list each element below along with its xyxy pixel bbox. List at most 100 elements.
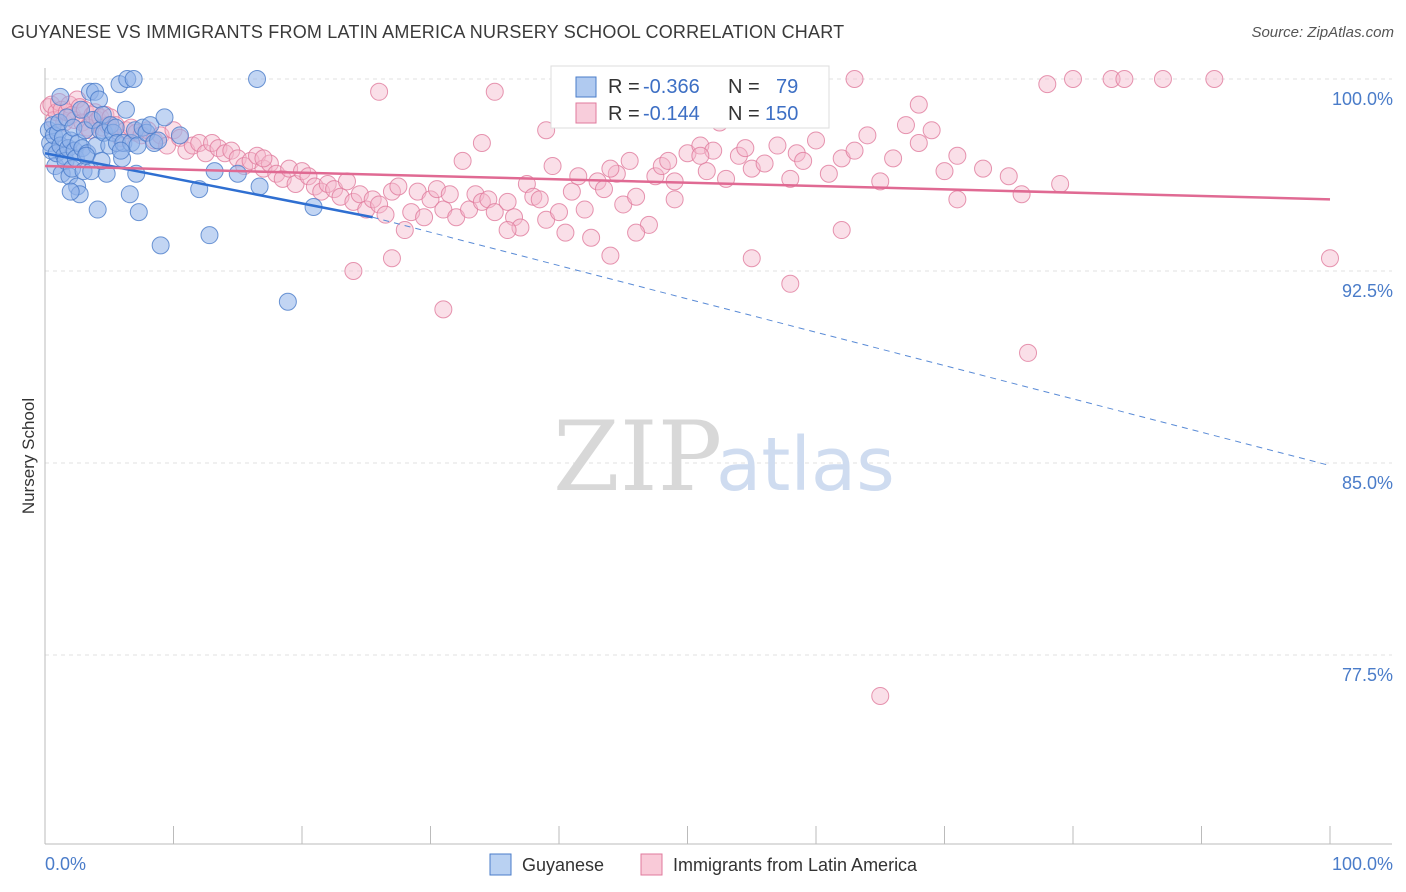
point-guyanese: [124, 70, 143, 88]
legend-swatch-guyanese: [575, 76, 597, 98]
axes: [44, 68, 1392, 845]
point-latin-america: [190, 134, 209, 152]
point-latin-america: [550, 203, 568, 222]
point-latin-america: [974, 159, 993, 178]
legend-r-label: R =: [608, 76, 640, 98]
point-latin-america: [575, 200, 594, 219]
point-guyanese: [155, 108, 174, 127]
data-points: [39, 70, 1339, 705]
legend: R = -0.366 N = 79 R = -0.144 N = 150: [550, 65, 830, 129]
point-latin-america: [742, 249, 761, 268]
point-latin-america: [845, 141, 864, 160]
point-latin-america: [485, 203, 504, 222]
point-latin-america: [627, 223, 646, 242]
point-latin-america: [1205, 70, 1224, 88]
point-latin-america: [344, 262, 363, 280]
point-latin-america: [498, 192, 517, 211]
y-tick-label: 92.5%: [1342, 281, 1393, 301]
point-latin-america: [543, 157, 562, 176]
trend-line-latin-america: [44, 164, 1331, 201]
point-latin-america: [222, 141, 241, 160]
point-latin-america: [697, 162, 716, 181]
point-latin-america: [845, 70, 864, 88]
point-guyanese: [61, 182, 80, 201]
point-latin-america: [659, 151, 678, 170]
point-latin-america: [736, 139, 755, 158]
point-guyanese: [200, 226, 219, 245]
point-latin-america: [562, 182, 581, 201]
point-latin-america: [884, 149, 903, 168]
point-guyanese: [120, 185, 139, 204]
point-latin-america: [999, 167, 1018, 186]
watermark-atlas: atlas: [716, 422, 895, 508]
point-latin-america: [691, 146, 710, 165]
point-latin-america: [421, 190, 440, 209]
point-guyanese: [278, 292, 297, 311]
point-latin-america: [807, 131, 825, 150]
bottom-legend-swatch-guyanese: [489, 853, 512, 876]
point-latin-america: [1019, 343, 1038, 362]
legend-swatch-latin-america: [575, 102, 597, 124]
point-latin-america: [620, 151, 639, 170]
legend-r-value: -0.144: [643, 103, 700, 125]
point-latin-america: [858, 126, 877, 145]
point-guyanese: [111, 141, 130, 160]
point-latin-america: [781, 169, 800, 188]
bottom-legend-label-guyanese: Guyanese: [522, 855, 604, 875]
point-latin-america: [794, 151, 813, 170]
legend-r-label: R =: [608, 103, 640, 125]
point-guyanese: [51, 87, 70, 106]
point-latin-america: [1321, 249, 1339, 268]
point-latin-america: [582, 228, 601, 247]
watermark-zip: ZIP: [553, 401, 722, 513]
point-latin-america: [948, 190, 967, 209]
point-latin-america: [871, 686, 890, 705]
point-latin-america: [922, 121, 941, 140]
point-guyanese: [149, 131, 168, 150]
point-latin-america: [440, 185, 459, 204]
point-latin-america: [370, 195, 389, 214]
source-label: Source: ZipAtlas.com: [1251, 24, 1394, 41]
point-latin-america: [935, 162, 954, 181]
point-guyanese: [170, 126, 189, 145]
point-latin-america: [382, 249, 401, 268]
point-latin-america: [1064, 70, 1082, 88]
point-latin-america: [871, 172, 890, 191]
point-guyanese: [129, 203, 148, 222]
legend-n-label: N =: [728, 76, 760, 98]
point-latin-america: [909, 95, 928, 114]
point-latin-america: [832, 221, 851, 240]
x-tick-label: 0.0%: [45, 854, 86, 874]
y-tick-label: 77.5%: [1342, 665, 1393, 685]
point-latin-america: [254, 149, 273, 168]
point-latin-america: [376, 205, 395, 224]
legend-n-label: N =: [728, 103, 760, 125]
point-latin-america: [755, 154, 774, 173]
point-latin-america: [1038, 75, 1057, 94]
point-latin-america: [485, 82, 504, 101]
point-latin-america: [337, 172, 356, 191]
point-latin-america: [601, 159, 620, 178]
point-latin-america: [1115, 70, 1134, 88]
point-latin-america: [472, 134, 491, 152]
legend-n-value: 150: [765, 103, 798, 125]
tick-labels: 100.0% 92.5% 85.0% 77.5% 0.0% 100.0%: [45, 89, 1393, 874]
point-latin-america: [453, 151, 472, 170]
point-latin-america: [627, 187, 646, 206]
bottom-legend: Guyanese Immigrants from Latin America: [489, 853, 918, 876]
point-latin-america: [594, 180, 613, 199]
bottom-legend-label-latin-america: Immigrants from Latin America: [673, 855, 918, 875]
point-latin-america: [434, 300, 453, 319]
point-guyanese: [88, 200, 107, 219]
point-guyanese: [141, 116, 160, 135]
bottom-legend-swatch-latin-america: [640, 853, 663, 876]
point-guyanese: [116, 100, 135, 119]
point-latin-america: [948, 146, 967, 165]
point-latin-america: [1012, 185, 1031, 204]
point-guyanese: [250, 177, 269, 196]
point-latin-america: [389, 177, 408, 196]
point-guyanese: [71, 100, 90, 119]
point-guyanese: [106, 118, 125, 137]
point-latin-america: [909, 134, 928, 152]
